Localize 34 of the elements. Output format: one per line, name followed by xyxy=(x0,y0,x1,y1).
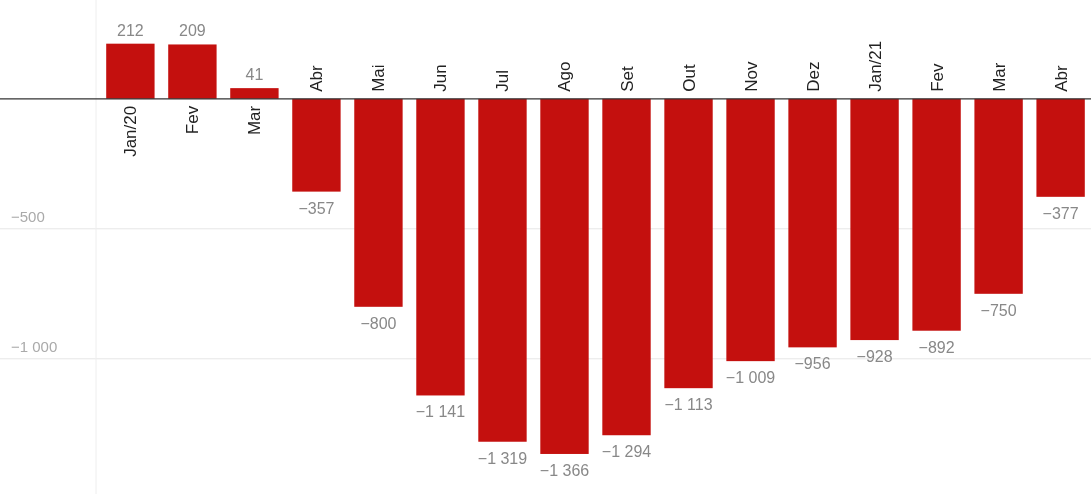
data-label: 41 xyxy=(245,66,264,84)
x-tick-label: Jan/21 xyxy=(865,40,885,92)
data-label: −357 xyxy=(298,199,335,217)
x-tick-label: Jun xyxy=(431,64,451,92)
data-label: −1 113 xyxy=(664,396,713,414)
x-tick-label: Mar xyxy=(245,105,265,136)
x-tick-label: Abr xyxy=(1051,65,1071,92)
x-tick-label: Out xyxy=(679,64,699,92)
data-label: −800 xyxy=(360,314,397,332)
data-label: −1 294 xyxy=(601,443,652,461)
y-tick-label: −1 000 xyxy=(11,338,58,356)
data-label: −928 xyxy=(856,348,893,366)
x-tick-label: Set xyxy=(617,66,637,92)
data-label: 209 xyxy=(179,22,206,40)
x-tick-label: Mai xyxy=(369,64,389,92)
data-label: −1 366 xyxy=(539,461,590,479)
data-label: −892 xyxy=(918,338,955,356)
data-label: −956 xyxy=(794,355,831,373)
data-label: −750 xyxy=(980,301,1017,319)
data-label: −1 009 xyxy=(725,369,776,387)
x-tick-label: Ago xyxy=(555,61,575,92)
data-label: 212 xyxy=(117,21,144,39)
x-tick-label: Dez xyxy=(803,61,823,92)
x-tick-label: Nov xyxy=(741,61,761,92)
data-label: −1 141 xyxy=(415,403,466,421)
x-tick-label: Fev xyxy=(183,105,203,135)
x-tick-label: Fev xyxy=(927,62,947,92)
x-tick-label: Abr xyxy=(307,65,327,92)
x-tick-label: Jul xyxy=(493,70,513,92)
data-label: −377 xyxy=(1042,204,1079,222)
data-label: −1 319 xyxy=(477,449,528,467)
y-tick-label: −500 xyxy=(11,208,45,226)
x-tick-label: Jan/20 xyxy=(121,105,141,157)
x-tick-label: Mar xyxy=(989,62,1009,92)
